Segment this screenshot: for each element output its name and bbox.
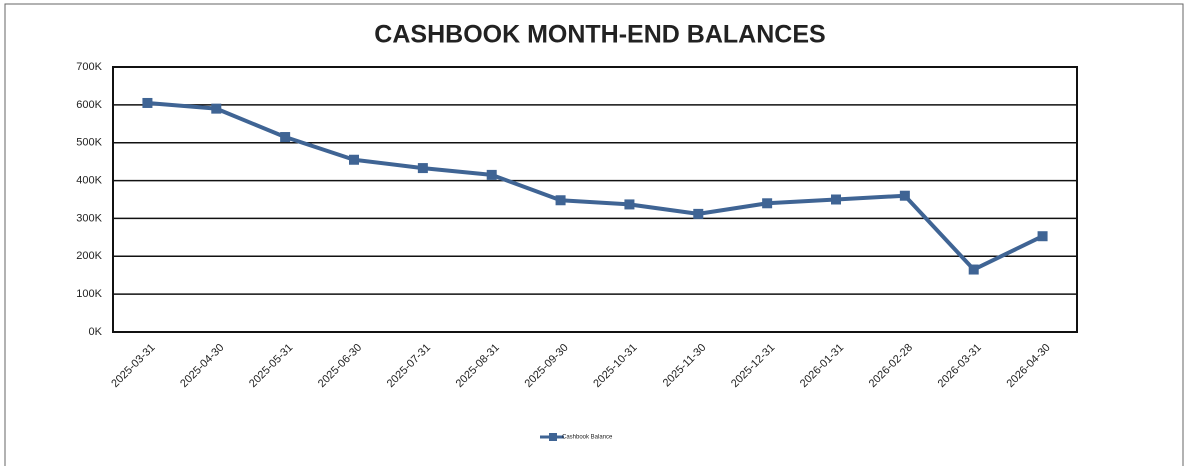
point-marker (555, 195, 566, 206)
plot-border (112, 66, 1078, 333)
y-tick-label: 700K (76, 61, 102, 73)
point-marker (349, 154, 359, 165)
series-line (147, 100, 1044, 272)
chart-title: CASHBOOK MONTH-END BALANCES (374, 21, 825, 49)
y-tick-label: 400K (76, 174, 102, 186)
point-marker (142, 97, 153, 108)
point-marker (899, 190, 910, 201)
legend-label: Cashbook Balance (562, 435, 613, 441)
y-tick-label: 100K (76, 288, 102, 300)
frame (4, 3, 1184, 466)
legend-marker (549, 433, 557, 441)
y-tick-label: 300K (76, 212, 102, 224)
point-marker (486, 169, 497, 180)
point-marker (693, 208, 704, 219)
point-marker (211, 103, 222, 114)
y-tick-label: 500K (76, 137, 102, 149)
point-marker (762, 198, 773, 209)
point-marker (1037, 231, 1048, 242)
y-tick-label: 0K (89, 326, 103, 338)
y-tick-label: 600K (76, 99, 102, 111)
point-marker (417, 163, 428, 174)
point-marker (831, 194, 841, 205)
point-marker (624, 199, 635, 210)
point-marker (968, 264, 979, 275)
y-tick-label: 200K (76, 250, 102, 262)
point-marker (280, 132, 291, 143)
